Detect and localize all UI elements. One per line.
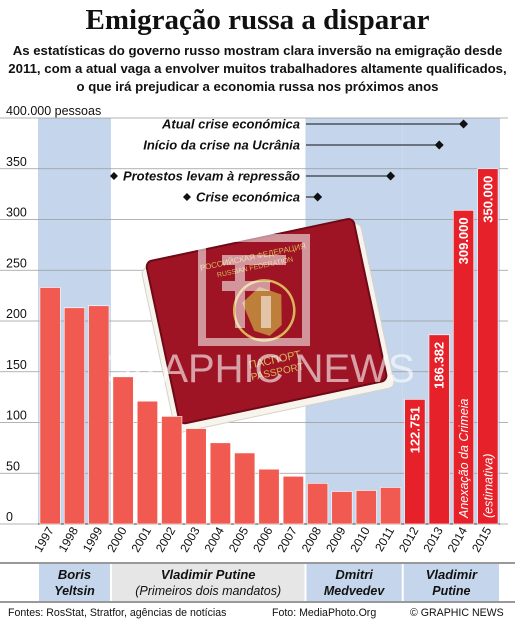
event-label: Início da crise na Ucrânia (143, 138, 300, 153)
y-axis: 0 50 100 150 200 250 300 350 400.000 pessoas (6, 104, 101, 524)
period-name-line2: Yeltsin (54, 584, 95, 598)
bar (234, 452, 256, 525)
x-tick-label: 2013 (420, 524, 446, 554)
event-diamond (313, 192, 323, 202)
bar (282, 475, 304, 525)
bar (63, 307, 85, 525)
event-label: Crise económica (196, 190, 300, 205)
bar (88, 305, 110, 525)
bar-data-label: 186.382 (432, 342, 447, 389)
bar-data-label: 309.000 (456, 217, 471, 264)
period-name: Dmitri (335, 567, 373, 582)
x-tick-label: 2002 (153, 524, 179, 554)
bar (161, 416, 183, 525)
period-name-line2: Putine (432, 584, 470, 598)
footer-sources: Fontes: RosStat, Stratfor, agências de n… (8, 607, 227, 619)
bar (307, 483, 329, 525)
watermark-text: GRAPHIC NEWS (101, 347, 414, 391)
event-diamond (182, 193, 191, 201)
bar (355, 490, 377, 525)
x-tick-label: 2014 (445, 524, 471, 554)
y-tick-label: 150 (6, 358, 27, 372)
bar (380, 487, 402, 525)
page-subtitle: As estatísticas do governo russo mostram… (8, 43, 507, 94)
leader-periods: Boris Yeltsin Vladimir Putine (Primeiros do… (0, 562, 515, 603)
x-tick-label: 1998 (56, 524, 82, 554)
page-title: Emigração russa a disparar (85, 4, 430, 36)
y-tick-label: 300 (6, 206, 27, 220)
x-tick-label: 2000 (104, 524, 130, 554)
y-tick-label: 250 (6, 256, 27, 270)
period-name: Boris (58, 567, 91, 582)
bar (39, 287, 61, 525)
event-label: Protestos levam à repressão (123, 169, 300, 184)
x-tick-label: 2010 (347, 524, 373, 554)
period-name: Vladimir (426, 567, 478, 582)
bar (112, 376, 134, 525)
event-label: Atual crise económica (161, 117, 300, 132)
x-tick-label: 1999 (80, 524, 106, 554)
period-band (111, 564, 305, 601)
bar (258, 468, 280, 525)
period-name-line2: Medvedev (324, 584, 385, 598)
bar-annotation: Anexação da Crimeia (457, 398, 471, 519)
bar (428, 334, 450, 525)
x-tick-label: 2012 (396, 524, 422, 554)
bar (331, 491, 353, 525)
y-tick-label: 350 (6, 155, 27, 169)
passport-photo: РОССИЙСКАЯ ФЕДЕРАЦИЯ RUSSIAN FEDERATION … (101, 218, 415, 433)
x-tick-label: 2008 (299, 524, 325, 554)
bar-data-labels: 122.751 186.382 309.000 350.000 Anexação da … (407, 176, 495, 519)
bar (185, 428, 207, 525)
y-tick-label: 100 (6, 409, 27, 423)
x-tick-label: 2006 (250, 524, 276, 554)
y-tick-label: 200 (6, 307, 27, 321)
emigration-chart: РОССИЙСКАЯ ФЕДЕРАЦИЯ RUSSIAN FEDERATION … (0, 104, 515, 603)
footer-copyright: © GRAPHIC NEWS (410, 607, 504, 619)
x-tick-label: 2001 (129, 524, 155, 554)
event-diamond (386, 171, 396, 181)
x-tick-label: 2007 (274, 524, 300, 554)
event-diamond (434, 140, 444, 150)
x-tick-label: 2005 (226, 524, 252, 554)
x-tick-label: 2009 (323, 524, 349, 554)
y-tick-label: 50 (6, 459, 20, 473)
y-axis-label: 400.000 pessoas (6, 104, 101, 118)
watermark-logo-icon (198, 234, 310, 346)
y-tick-label: 0 (6, 510, 13, 524)
bar-annotation: (estimativa) (481, 453, 495, 518)
bar (404, 399, 426, 525)
bar-data-label: 350.000 (480, 176, 495, 223)
bars (39, 168, 499, 525)
x-tick-label: 2004 (201, 524, 227, 554)
event-markers: Atual crise económica Início da crise na … (109, 117, 469, 205)
x-tick-label: 1997 (31, 524, 57, 554)
footer-photo-credit: Foto: MediaPhoto.Org (272, 607, 377, 619)
bar (209, 442, 231, 525)
event-diamond (459, 119, 469, 129)
bar (477, 168, 499, 525)
period-band (306, 564, 402, 601)
bar-data-label: 122.751 (407, 406, 422, 453)
period-name: Vladimir Putine (161, 567, 256, 582)
x-axis: 1997199819992000200120022003200420052006… (31, 524, 494, 554)
bar (453, 210, 475, 525)
x-tick-label: 2011 (372, 524, 397, 554)
event-diamond (109, 172, 118, 180)
x-tick-label: 2003 (177, 524, 203, 554)
period-band (39, 564, 110, 601)
bar (136, 400, 158, 525)
period-name-line2: (Primeiros dois mandatos) (135, 584, 281, 598)
x-tick-label: 2015 (469, 524, 495, 554)
period-band (403, 564, 499, 601)
